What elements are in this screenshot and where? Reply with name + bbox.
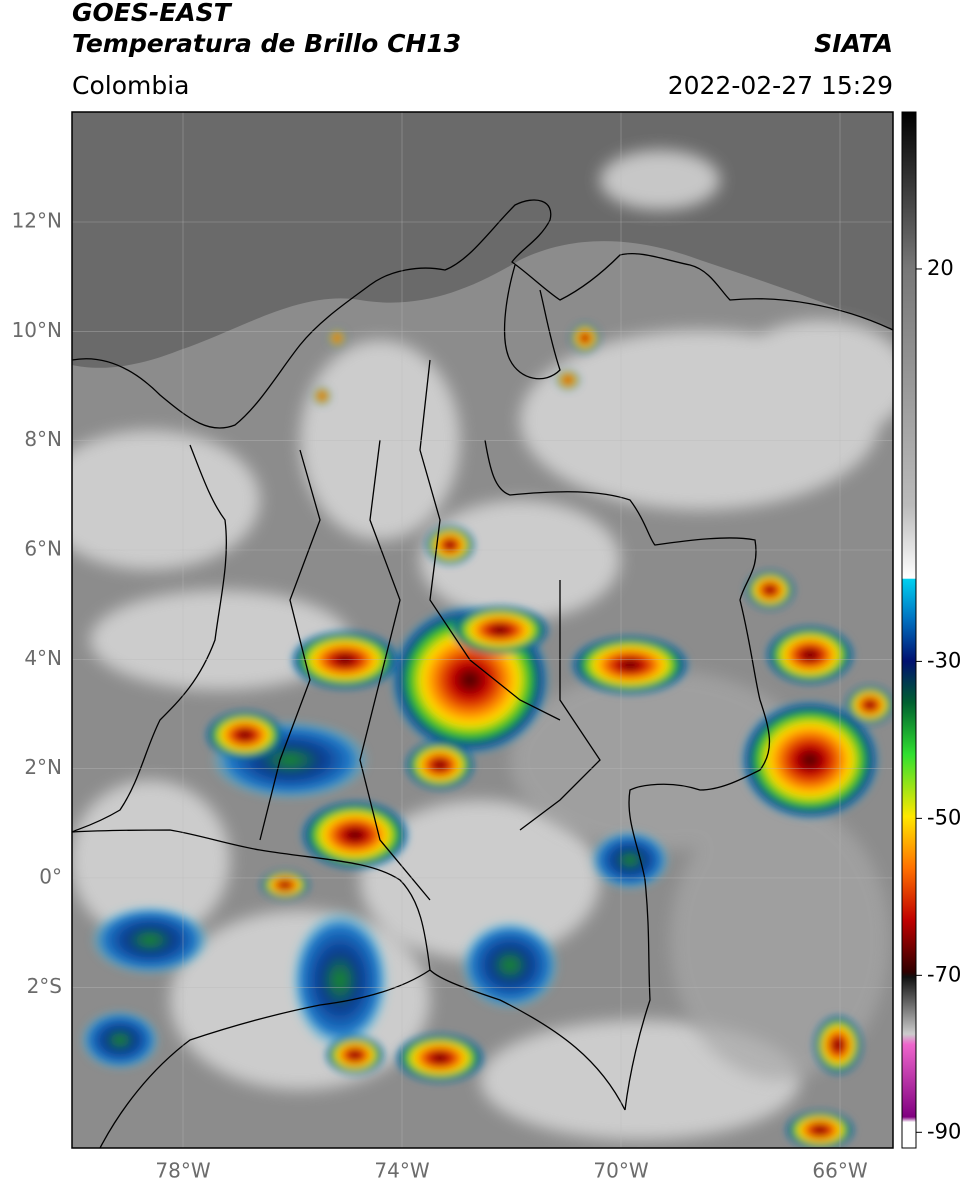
lat-tick-label: 10°N	[12, 318, 62, 342]
colorbar	[901, 111, 917, 1149]
lat-tick-label: 8°N	[24, 427, 62, 451]
graticule	[72, 112, 893, 1148]
lon-tick-label: 74°W	[374, 1159, 429, 1183]
lat-tick-label: 4°N	[24, 646, 62, 670]
region: Colombia	[72, 71, 189, 100]
colorbar-tick-label: -30	[927, 648, 961, 672]
colorbar-tick-label: -70	[927, 962, 961, 986]
lat-tick-label: 12°N	[12, 209, 62, 233]
lat-tick-label: 6°N	[24, 536, 62, 560]
lat-tick-label: 2°S	[27, 974, 62, 998]
colorbar-tick-label: -50	[927, 805, 961, 829]
map-frame	[71, 111, 894, 1149]
colorbar-tick-label: -90	[927, 1119, 961, 1143]
lat-tick-label: 2°N	[24, 755, 62, 779]
lon-tick-label: 78°W	[155, 1159, 210, 1183]
lon-tick-label: 70°W	[593, 1159, 648, 1183]
organization: SIATA	[814, 29, 893, 58]
product: Temperatura de Brillo CH13	[72, 29, 461, 58]
lon-tick-label: 66°W	[812, 1159, 867, 1183]
datetime: 2022-02-27 15:29	[668, 71, 893, 100]
lat-tick-label: 0°	[39, 864, 62, 888]
satellite-image	[72, 112, 893, 1148]
source: GOES-EAST	[72, 0, 233, 27]
colorbar-tick-label: 20	[927, 256, 954, 280]
